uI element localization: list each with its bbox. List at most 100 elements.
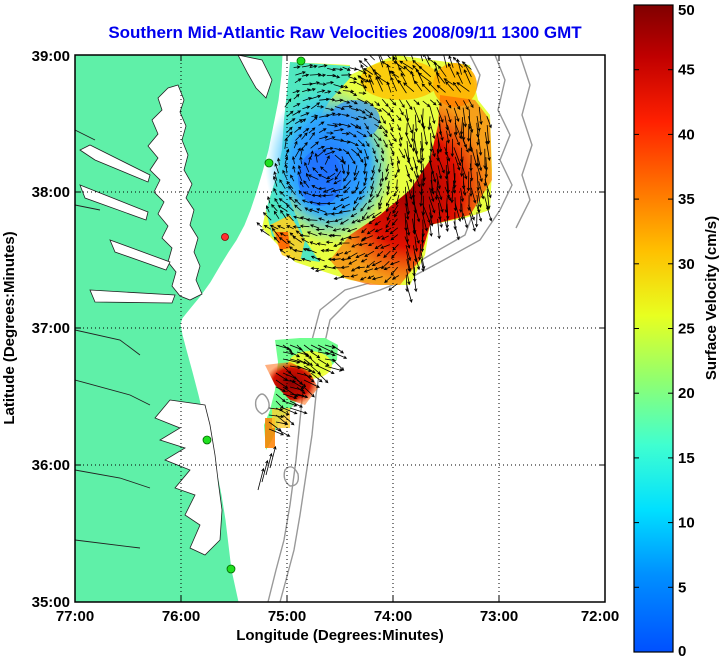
velocity-vector	[307, 174, 319, 180]
velocity-vector	[349, 67, 358, 71]
velocity-vector	[444, 146, 451, 162]
velocity-vector	[358, 60, 368, 68]
velocity-vector	[379, 179, 383, 188]
velocity-vector	[454, 203, 462, 222]
velocity-vector	[468, 204, 475, 221]
velocity-vector	[341, 203, 350, 209]
velocity-vector	[324, 155, 330, 165]
velocity-vector	[317, 145, 326, 150]
velocity-vector	[421, 211, 428, 232]
velocity-vector	[380, 115, 386, 125]
velocity-vector	[364, 148, 369, 160]
velocity-vector	[350, 123, 359, 129]
x-tick-label: 76:00	[162, 608, 200, 625]
velocity-vector	[399, 107, 404, 116]
velocity-vector	[370, 171, 375, 181]
velocity-vector	[279, 179, 286, 189]
velocity-vector	[284, 98, 292, 108]
velocity-vector	[429, 122, 436, 140]
velocity-vector	[410, 70, 416, 84]
velocity-vector	[410, 55, 414, 60]
velocity-vector	[284, 137, 288, 149]
velocity-vector	[286, 225, 294, 230]
velocity-vector	[436, 72, 446, 84]
velocity-vector	[355, 252, 366, 258]
velocity-vector	[486, 204, 493, 222]
velocity-vector	[348, 259, 358, 265]
velocity-vector	[376, 250, 384, 257]
velocity-vector	[350, 267, 358, 272]
velocity-vector	[274, 162, 279, 174]
velocity-vector	[386, 81, 392, 93]
velocity-vector	[456, 58, 462, 75]
velocity-vector	[427, 116, 431, 131]
velocity-vector	[393, 189, 399, 197]
velocity-vector	[374, 123, 383, 130]
velocity-vector	[318, 73, 327, 78]
velocity-vector	[295, 119, 303, 124]
velocity-vector	[327, 67, 337, 72]
velocity-vector	[385, 204, 390, 213]
velocity-vector	[385, 227, 392, 233]
velocity-vector	[478, 138, 483, 156]
velocity-vector	[413, 99, 420, 106]
velocity-vector	[389, 122, 394, 132]
velocity-vector	[353, 170, 360, 181]
velocity-vector	[359, 276, 367, 281]
velocity-vector	[466, 171, 471, 192]
velocity-vector	[291, 155, 296, 165]
velocity-vector	[325, 136, 336, 141]
velocity-vector	[300, 118, 307, 124]
velocity-vector	[316, 208, 327, 213]
velocity-vector	[308, 208, 320, 213]
velocity-vector	[453, 132, 460, 146]
velocity-vector	[429, 220, 433, 237]
velocity-vector	[391, 70, 400, 84]
velocity-vector	[463, 181, 467, 197]
velocity-vector	[347, 236, 360, 240]
velocity-vector	[486, 116, 492, 129]
velocity-vector	[456, 82, 470, 92]
velocity-vector	[311, 193, 319, 198]
velocity-vector	[356, 147, 363, 154]
velocity-vector	[332, 228, 341, 232]
velocity-vector	[317, 89, 326, 93]
velocity-vector	[352, 203, 359, 211]
velocity-vector	[282, 407, 298, 415]
velocity-vector	[341, 156, 346, 165]
velocity-vector	[304, 161, 310, 173]
velocity-vector	[365, 212, 375, 219]
velocity-vector	[280, 209, 287, 219]
velocity-vector	[349, 80, 358, 85]
velocity-vector	[454, 101, 461, 110]
velocity-vector	[310, 141, 319, 149]
map-panel	[75, 55, 605, 602]
radar-stations	[202, 56, 306, 574]
colorbar-ticks	[634, 4, 673, 653]
y-axis-label: Latitude (Degrees:Minutes)	[1, 231, 18, 424]
velocity-vector	[289, 344, 303, 351]
velocity-vector	[478, 181, 485, 200]
velocity-vector	[453, 107, 460, 123]
velocity-vector	[366, 204, 375, 210]
velocity-vector	[333, 67, 344, 71]
colorbar-gradient	[633, 4, 674, 653]
y-tick-label: 37:00	[32, 320, 70, 337]
velocity-vector	[373, 266, 383, 271]
velocity-vector	[476, 115, 481, 132]
velocity-vector	[386, 196, 392, 207]
velocity-vector	[383, 266, 391, 271]
velocity-vector	[390, 76, 397, 92]
velocity-vector	[301, 73, 310, 77]
velocity-vector	[434, 180, 439, 201]
velocity-vector	[333, 75, 341, 79]
velocity-vector	[295, 230, 302, 236]
velocity-vector	[398, 132, 403, 141]
velocity-vector	[275, 421, 289, 426]
velocity-vector	[348, 131, 357, 138]
velocity-vector	[378, 196, 383, 207]
velocity-vector	[394, 170, 399, 179]
velocity-vector	[341, 73, 352, 77]
velocity-vector	[470, 187, 477, 204]
velocity-vector	[311, 81, 320, 85]
